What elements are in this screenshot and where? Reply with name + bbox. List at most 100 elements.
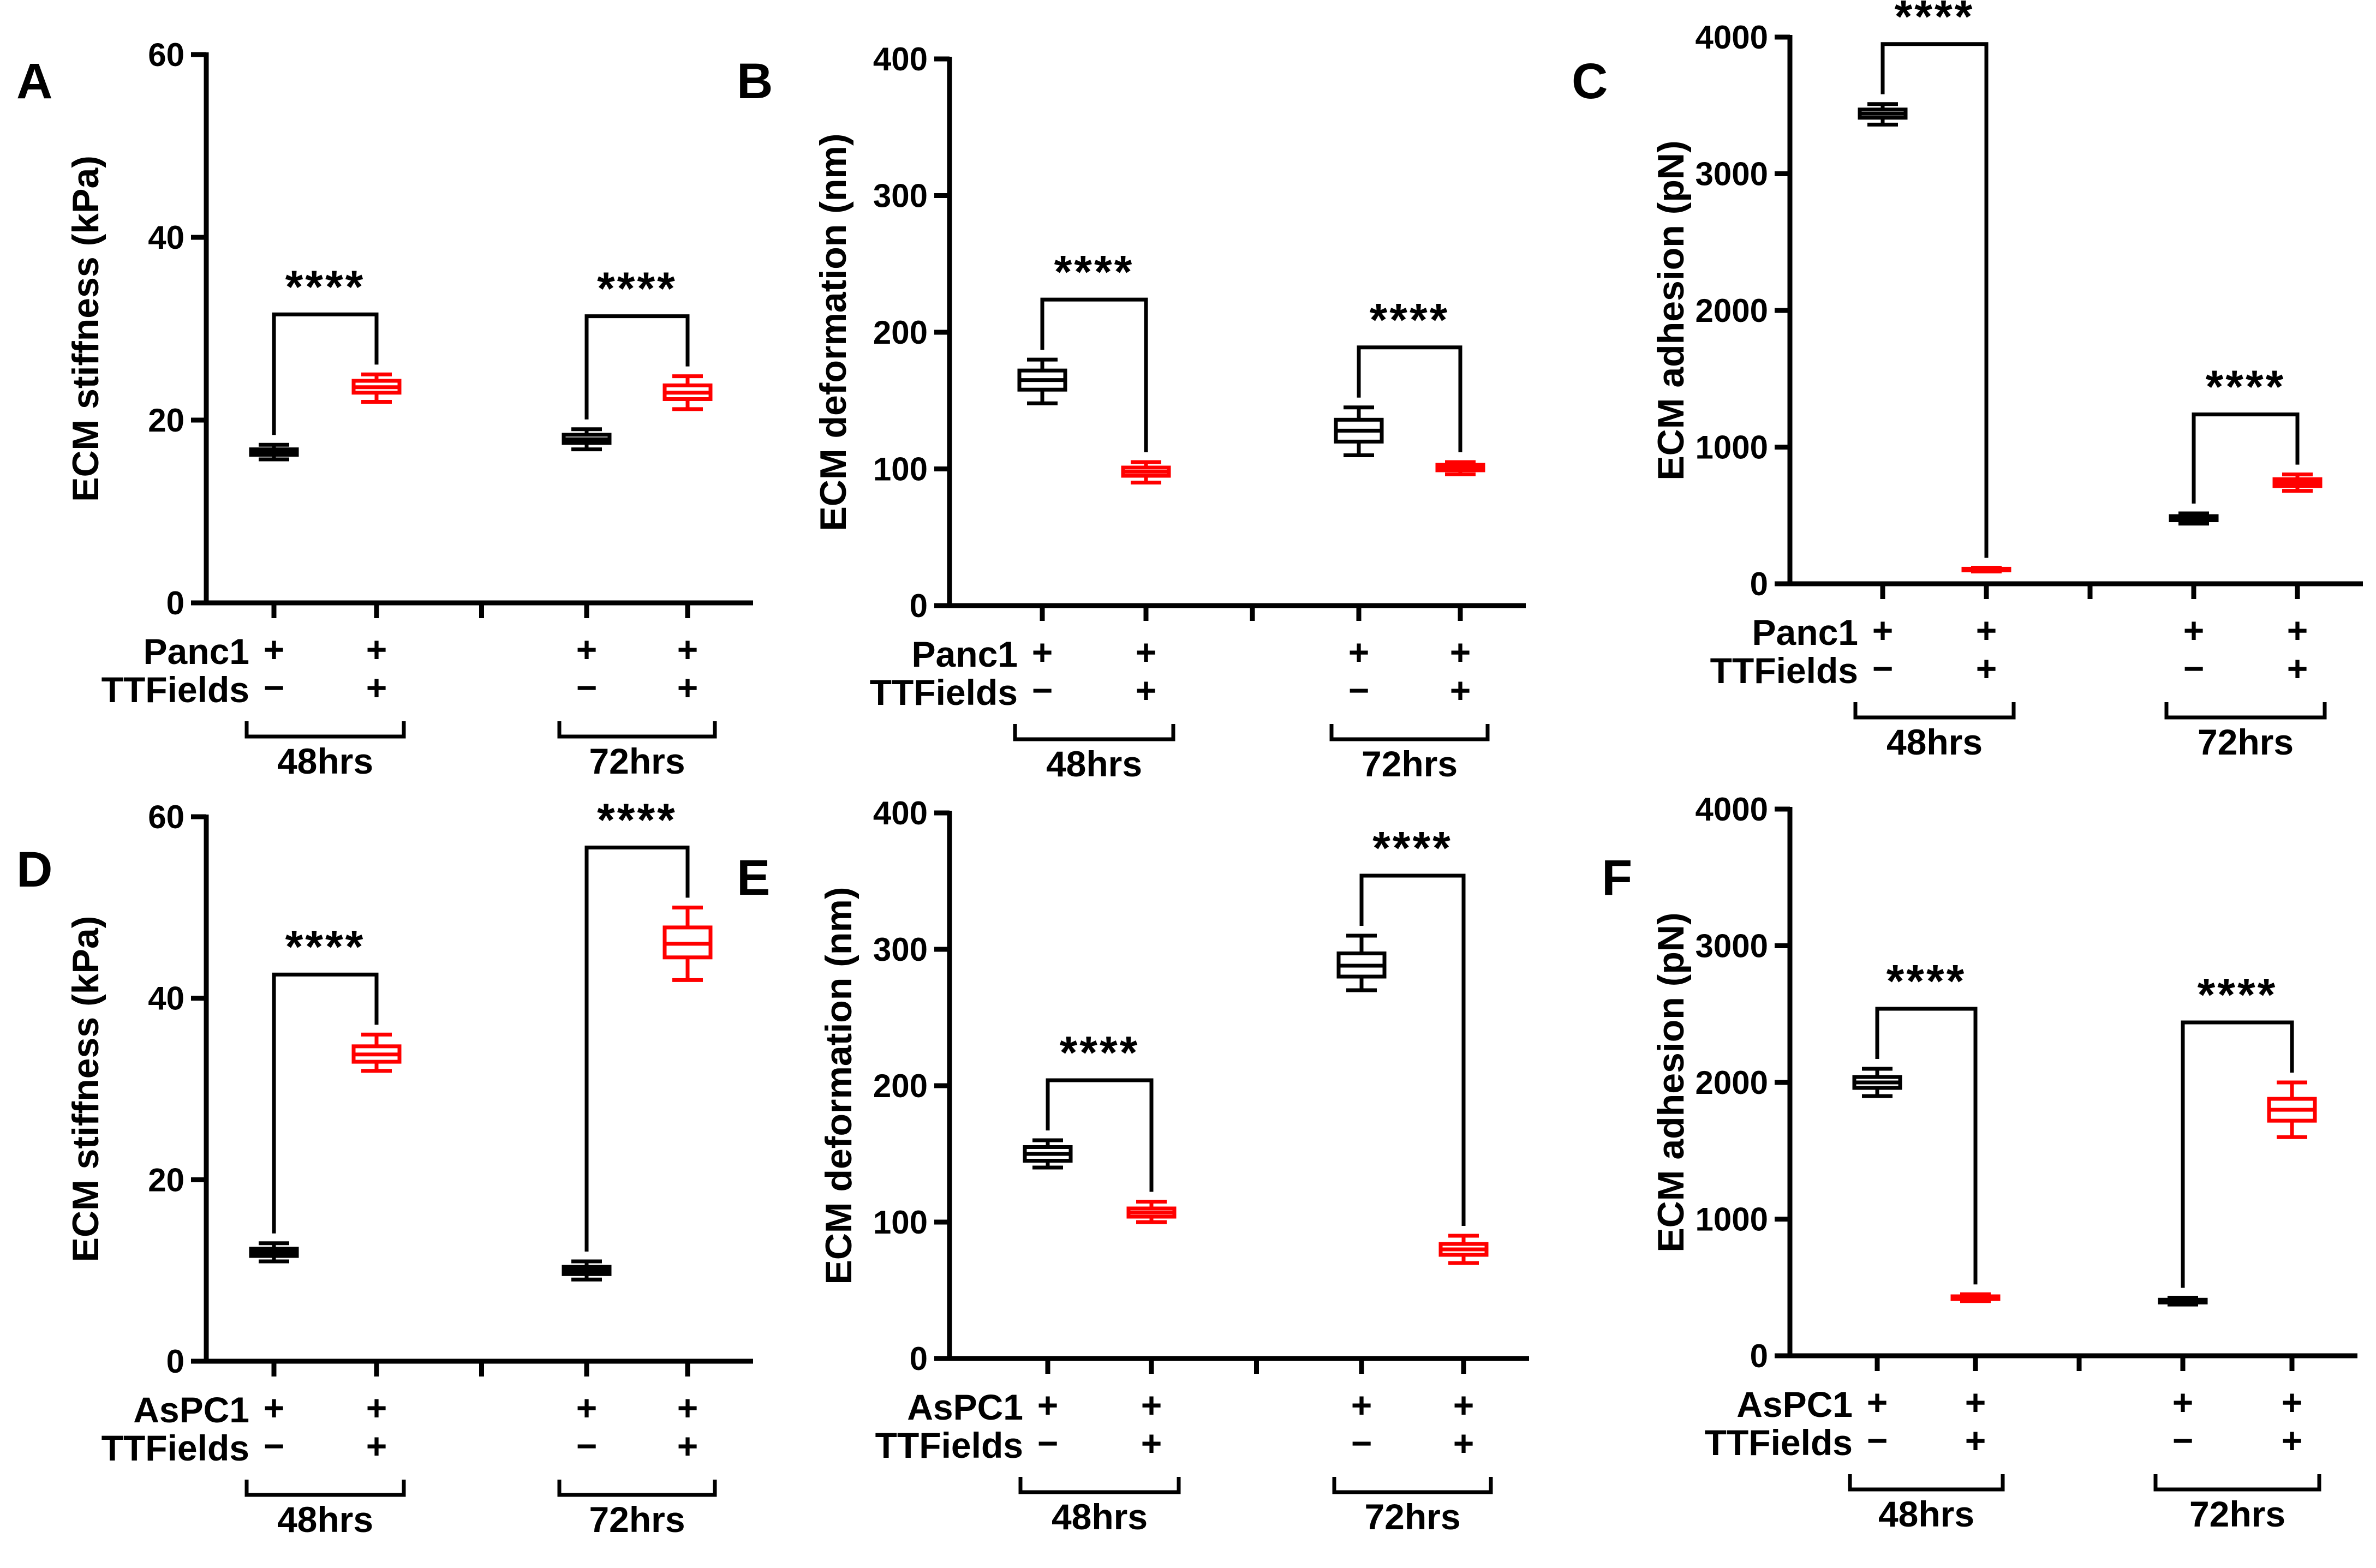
y-tick-label: 2000	[1696, 1064, 1768, 1101]
y-axis-label: ECM adhesion (pN)	[1650, 140, 1692, 480]
ttfields-sign: +	[1965, 1420, 1986, 1461]
cell-sign: +	[1351, 1385, 1372, 1425]
significance-bracket	[1880, 42, 1989, 558]
group-bracket	[2153, 1474, 2321, 1492]
box-72hrs-ttfields-on	[662, 374, 713, 411]
ttfields-sign: −	[1351, 1423, 1372, 1463]
cell-sign: +	[1141, 1385, 1162, 1425]
ttfields-sign: +	[677, 667, 699, 708]
y-axis-label: ECM adhesion (pN)	[1650, 912, 1692, 1252]
cell-sign: +	[1867, 1382, 1888, 1422]
y-tick-label: 40	[148, 219, 184, 256]
group-bracket	[1018, 1477, 1181, 1494]
cell-sign: +	[366, 629, 387, 669]
row-label-cell-line: AsPC1	[1736, 1384, 1853, 1425]
group-bracket	[1013, 724, 1175, 741]
box-72hrs-ttfields-on	[1438, 1234, 1489, 1265]
ttfields-sign: −	[2172, 1420, 2194, 1461]
row-label-ttfields: TTFields	[870, 672, 1018, 713]
cell-sign: +	[2172, 1382, 2194, 1422]
group-bracket	[557, 721, 717, 739]
cell-sign: +	[2287, 610, 2308, 650]
box-48hrs-ttfields-on	[351, 372, 402, 404]
y-tick-label: 100	[873, 451, 928, 488]
box-48hrs-ttfields-off	[1858, 102, 1908, 127]
group-label: 48hrs	[1878, 1494, 1974, 1534]
ttfields-sign: +	[1450, 670, 1471, 710]
significance-bracket	[1046, 1078, 1154, 1192]
box-48hrs-ttfields-off	[1852, 1067, 1902, 1098]
box-48hrs-ttfields-on	[351, 1032, 402, 1073]
panel-label: A	[16, 53, 52, 109]
y-tick-label: 0	[910, 1340, 928, 1377]
row-label-ttfields: TTFields	[875, 1425, 1023, 1465]
y-tick-label: 2000	[1696, 292, 1768, 329]
cell-sign: +	[1965, 1382, 1986, 1422]
group-label: 72hrs	[1362, 744, 1458, 784]
significance-stars: ****	[2198, 969, 2278, 1020]
y-tick-label: 4000	[1696, 19, 1768, 56]
box-48hrs-ttfields-on	[1121, 460, 1171, 485]
panel-d: D 0 20 40 60 ECM stiffness (kPa) **** **** AsPC1…	[16, 794, 753, 1540]
cell-sign: +	[366, 1387, 387, 1428]
row-label-cell-line: Panc1	[1752, 612, 1858, 653]
group-bracket	[557, 1480, 717, 1497]
y-tick-label: 300	[873, 178, 928, 214]
y-tick-label: 20	[148, 402, 184, 439]
y-axis-label: ECM deformation (nm)	[818, 887, 859, 1284]
group-label: 48hrs	[277, 741, 373, 781]
y-tick-label: 0	[910, 588, 928, 624]
significance-bracket	[2192, 412, 2300, 504]
row-label-ttfields: TTFields	[1705, 1422, 1853, 1463]
group-bracket	[1853, 702, 2016, 720]
box-48hrs-ttfields-off	[249, 442, 299, 462]
ttfields-sign: −	[1037, 1423, 1059, 1463]
panel-e: E 0 100 200 300 400 ECM deformation (nm) **** **…	[737, 795, 1529, 1537]
ttfields-sign: −	[1872, 648, 1894, 689]
y-tick-label: 40	[148, 980, 184, 1017]
significance-bracket	[1040, 297, 1148, 452]
group-bracket	[244, 721, 406, 739]
group-label: 48hrs	[1052, 1497, 1148, 1537]
ttfields-sign: +	[1141, 1423, 1162, 1463]
group-label: 48hrs	[1887, 722, 1983, 762]
box-48hrs-ttfields-on	[1950, 1292, 2001, 1303]
y-axis-label: ECM stiffness (kPa)	[65, 916, 106, 1262]
cell-sign: +	[264, 1387, 285, 1428]
cell-sign: +	[1453, 1385, 1474, 1425]
panel-label: C	[1572, 53, 1608, 109]
y-tick-label: 60	[148, 799, 184, 835]
group-label: 72hrs	[589, 741, 685, 781]
row-label-ttfields: TTFields	[102, 669, 249, 710]
y-axis-label: ECM deformation (nm)	[813, 133, 854, 531]
box-48hrs-ttfields-off	[249, 1241, 299, 1264]
significance-stars: ****	[1060, 1027, 1140, 1078]
significance-bracket	[1875, 1007, 1978, 1285]
y-tick-label: 1000	[1696, 429, 1768, 466]
significance-stars: ****	[1887, 955, 1967, 1007]
ttfields-sign: −	[1348, 670, 1370, 710]
y-tick-label: 0	[166, 1343, 184, 1380]
row-label-ttfields: TTFields	[1710, 650, 1858, 691]
significance-bracket	[584, 845, 690, 1252]
y-tick-label: 400	[873, 795, 928, 831]
box-48hrs-ttfields-on	[1126, 1200, 1177, 1224]
ttfields-sign: +	[366, 667, 387, 708]
cell-sign: +	[1037, 1385, 1059, 1425]
cell-sign: +	[264, 629, 285, 669]
ttfields-sign: +	[366, 1426, 387, 1466]
significance-stars: ****	[597, 794, 677, 845]
group-bracket	[244, 1480, 406, 1497]
ttfields-sign: +	[2287, 648, 2308, 689]
cell-sign: +	[677, 1387, 699, 1428]
significance-bracket	[272, 972, 379, 1234]
box-72hrs-ttfields-on	[2267, 1080, 2317, 1139]
panel-label: D	[16, 842, 52, 897]
ttfields-sign: −	[576, 667, 598, 708]
ttfields-sign: −	[576, 1426, 598, 1466]
ttfields-sign: +	[1453, 1423, 1474, 1463]
panel-f: F 0 1000 2000 3000 4000 ECM adhesion (pN) **** *…	[1602, 791, 2357, 1534]
y-tick-label: 0	[1750, 566, 1768, 602]
cell-sign: +	[1136, 632, 1157, 672]
